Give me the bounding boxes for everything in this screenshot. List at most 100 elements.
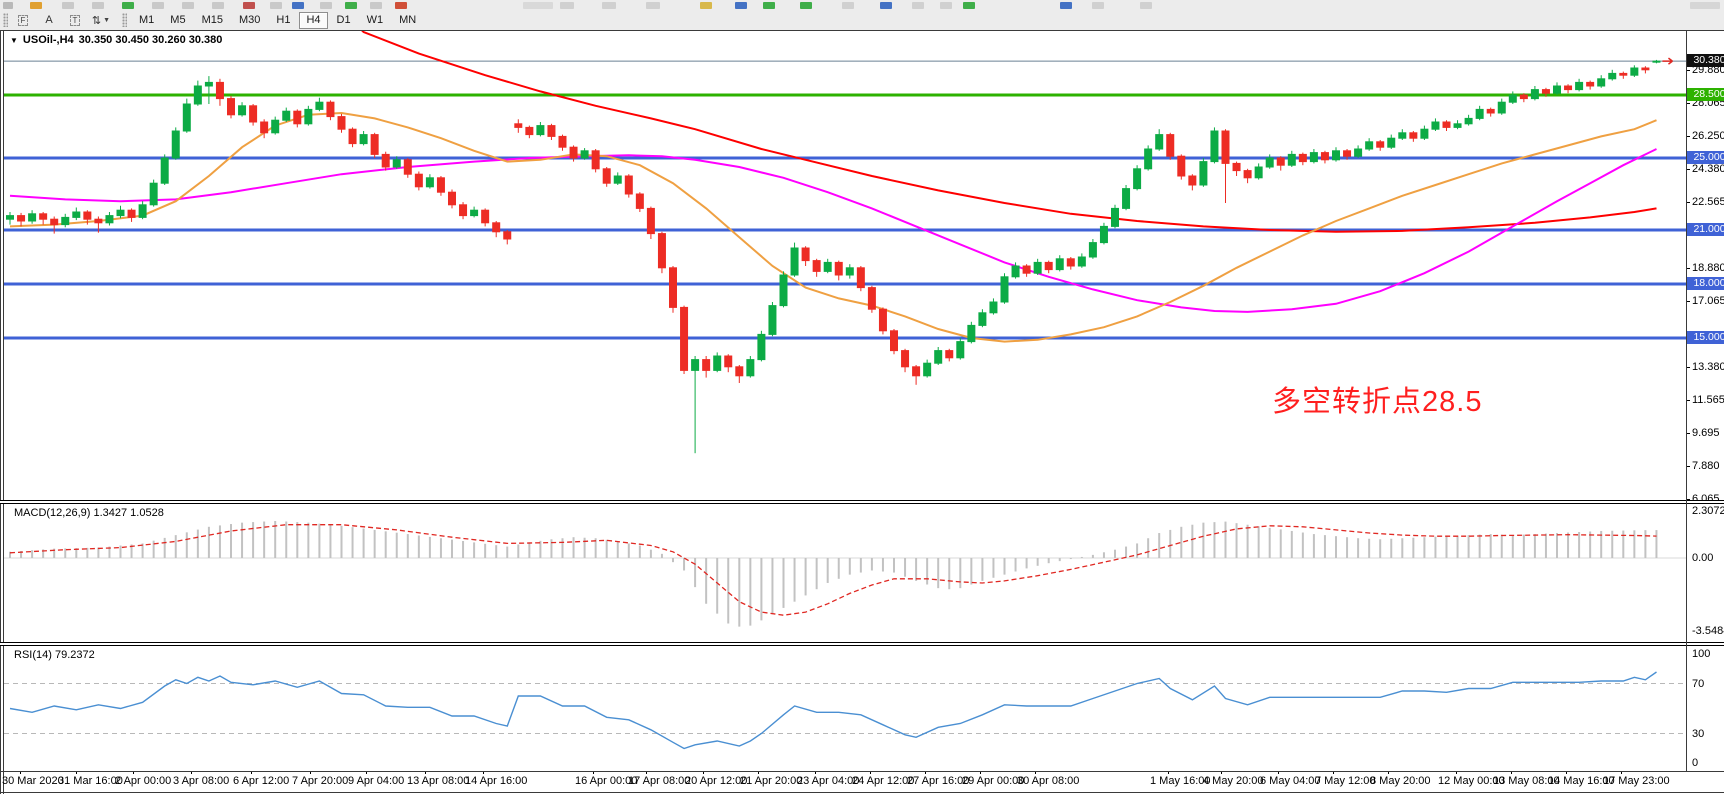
toolbar-icon-fragment (963, 2, 975, 9)
date-label: 1 May 16:00 (1150, 775, 1211, 787)
rsi-axis-label: 70 (1692, 677, 1705, 690)
timeframe-button-m15[interactable]: M15 (201, 13, 223, 26)
chart-title-dropdown-icon[interactable]: ▼ (10, 35, 18, 45)
window-left-border-outer (0, 30, 1, 794)
panel-splitter-main-macd[interactable] (0, 500, 1724, 504)
date-tick-mark (925, 771, 926, 774)
arrows-tool-icon: ⇅ (91, 14, 102, 27)
timeframe-button-m1[interactable]: M1 (139, 13, 155, 26)
toolbar-icon-fragment (3, 2, 13, 9)
toolbar-icon-fragment (212, 2, 224, 9)
text-tool-button[interactable]: A (38, 12, 60, 28)
window-bottom-border (0, 792, 1724, 793)
last-price-marker (1662, 57, 1673, 65)
window-left-border-inner (3, 30, 4, 794)
timeframe-button-w1[interactable]: W1 (366, 13, 384, 26)
date-tick-mark (1035, 771, 1036, 774)
price-tick-mark (1686, 433, 1690, 435)
toolbar-icon-fragment (62, 2, 74, 9)
price-tick-label: 11.565 (1692, 393, 1724, 406)
timeframe-button-h4[interactable]: H4 (299, 11, 328, 29)
macd-signal-line (9, 524, 1657, 616)
arrows-tool-button[interactable]: ⇅ ▼ (90, 12, 112, 28)
date-tick-mark (251, 771, 252, 774)
price-tick-label: 13.380 (1692, 361, 1724, 374)
date-tick-mark (366, 771, 367, 774)
toolbar-icon-fragment (1690, 2, 1720, 9)
date-label: 14 Apr 16:00 (465, 775, 528, 787)
timeframe-button-h1[interactable]: H1 (276, 13, 291, 26)
price-tick-mark (1686, 268, 1690, 270)
timeframe-button-d1[interactable]: D1 (336, 13, 351, 26)
panel-splitter-macd-rsi[interactable] (0, 642, 1724, 646)
toolbar-icon-fragment (1092, 2, 1104, 9)
date-tick-mark (1278, 771, 1279, 774)
timeframe-button-m30[interactable]: M30 (238, 13, 261, 26)
rsi-axis-label: 0 (1692, 757, 1699, 769)
timeframe-button-m5[interactable]: M5 (170, 13, 186, 26)
price-level-badge: 15.000 (1687, 331, 1724, 344)
date-label: 21 Apr 20:00 (740, 775, 803, 787)
price-tick-label: 29.880 (1692, 64, 1724, 77)
price-level-badge: 28.500 (1687, 88, 1724, 101)
macd-panel[interactable] (4, 504, 1686, 642)
chart-ohlc-values: 30.350 30.450 30.260 30.380 (78, 34, 223, 46)
candles-group (6, 59, 1661, 454)
chevron-down-icon[interactable]: ▼ (103, 16, 111, 24)
current-price-badge: 30.380 (1687, 54, 1724, 68)
date-tick-mark (1621, 771, 1622, 774)
date-tick-mark (191, 771, 192, 774)
date-label: 16 Apr 00:00 (575, 775, 638, 787)
date-label: 29 Apr 00:00 (962, 775, 1025, 787)
macd-axis-label: 0.00 (1692, 552, 1714, 564)
rsi-panel[interactable] (4, 646, 1686, 771)
main-chart-panel[interactable] (4, 31, 1686, 500)
price-tick-mark (1686, 300, 1690, 302)
date-label: 6 Apr 12:00 (233, 775, 290, 787)
date-tick-mark (1221, 771, 1222, 774)
price-tick-label: 24.380 (1692, 163, 1724, 176)
rsi-bottom-border (0, 771, 1724, 772)
date-label: 30 Apr 08:00 (1017, 775, 1080, 787)
toolbar-icon-fragment (122, 2, 134, 9)
date-tick-mark (980, 771, 981, 774)
toolbar-icon-fragment (646, 2, 660, 9)
toolbar-icon-fragment (182, 2, 194, 9)
date-tick-mark (870, 771, 871, 774)
toolbar-icon-fragment (30, 2, 42, 9)
chart-annotation: 多空转折点28.5 (1272, 386, 1483, 418)
date-tick-mark (703, 771, 704, 774)
date-label: 13 May 08:00 (1493, 775, 1560, 787)
date-label: 17 May 23:00 (1603, 775, 1670, 787)
price-tick-mark (1686, 102, 1690, 104)
date-tick-mark (1333, 771, 1334, 774)
date-label: 6 May 04:00 (1260, 775, 1321, 787)
rsi-label: RSI(14) 79.2372 (14, 649, 95, 661)
date-tick-mark (1456, 771, 1457, 774)
horizontal-level-lines (4, 93, 1686, 340)
fibonacci-tool-button[interactable]: F (12, 12, 34, 28)
date-tick-mark (758, 771, 759, 774)
price-level-badge: 21.000 (1687, 223, 1724, 236)
toolbar-icon-fragment (270, 2, 282, 9)
price-tick-label: 22.565 (1692, 195, 1724, 208)
chart-title[interactable]: ▼ USOil-,H4 30.350 30.450 30.260 30.380 (10, 34, 222, 46)
date-tick-mark (1566, 771, 1567, 774)
date-label: 17 Apr 08:00 (628, 775, 691, 787)
timeframe-toolbar-drag-handle[interactable] (122, 13, 127, 27)
text-label-tool-icon: T (69, 14, 81, 26)
price-tick-label: 7.880 (1692, 460, 1720, 473)
toolbar-icon-fragment (152, 2, 164, 9)
text-label-tool-button[interactable]: T (64, 12, 86, 28)
toolbar-icon-fragment (880, 2, 892, 9)
date-label: 13 Apr 08:00 (407, 775, 470, 787)
macd-axis-label: 2.3072 (1692, 505, 1724, 517)
timeframe-button-mn[interactable]: MN (399, 13, 417, 26)
toolbar-drag-handle[interactable] (3, 13, 8, 27)
toolbar-icon-fragment (1140, 2, 1152, 9)
date-label: 20 Apr 12:00 (685, 775, 748, 787)
price-level-badge: 25.000 (1687, 151, 1724, 164)
date-tick-mark (815, 771, 816, 774)
date-tick-mark (20, 771, 21, 774)
toolbar-icon-fragment (523, 2, 553, 9)
